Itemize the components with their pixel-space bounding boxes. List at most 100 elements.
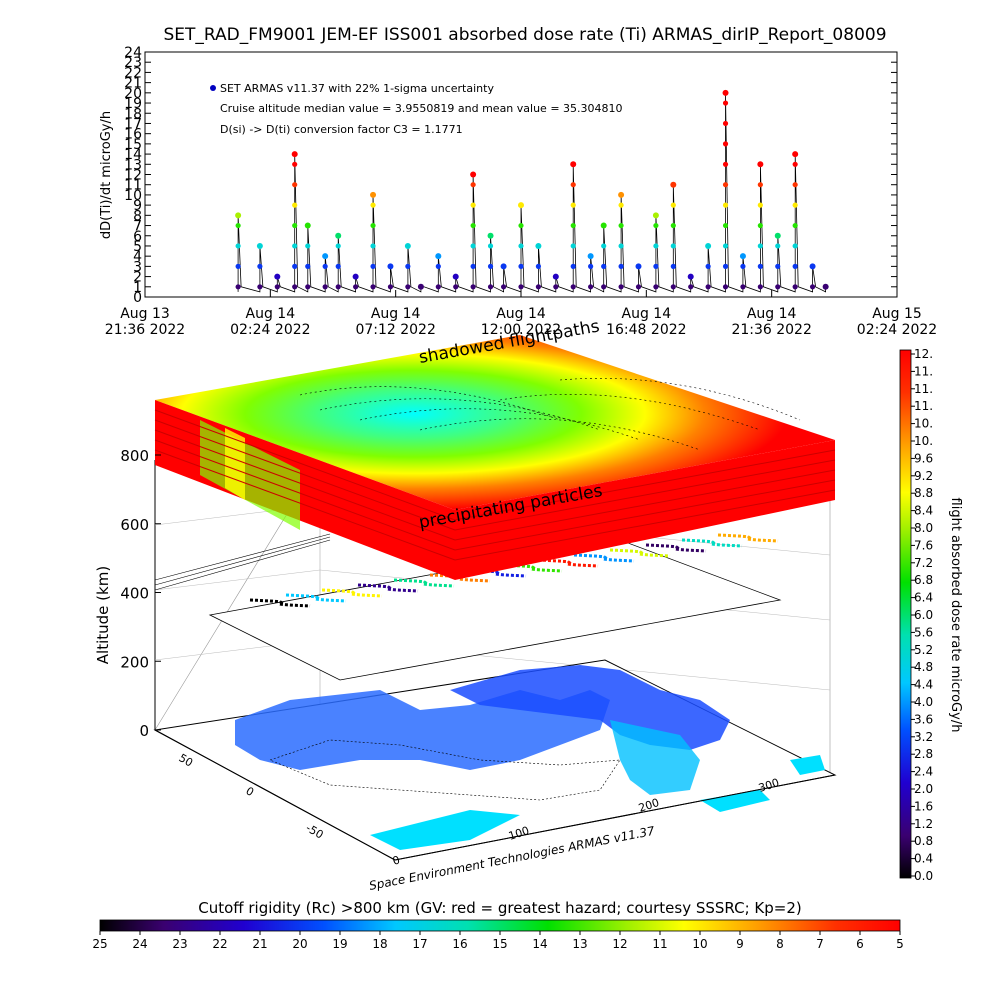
- altitude-axis: 0 200 400 600 800: [120, 447, 161, 740]
- colorbar-tick-label: 1.6: [914, 799, 933, 813]
- data-point: [435, 263, 441, 269]
- data-point: [500, 263, 507, 270]
- data-point: [292, 222, 298, 229]
- front-right-edge: [394, 774, 836, 861]
- data-point: [775, 284, 781, 290]
- data-point: [722, 182, 729, 188]
- data-point: [670, 222, 676, 229]
- legend-factor-text: D(si) -> D(ti) conversion factor C3 = 1.…: [220, 123, 463, 136]
- data-point: [322, 253, 329, 260]
- colorbar-tick-label: 11.: [914, 382, 933, 396]
- data-point: [670, 284, 676, 290]
- colorbar-tick-label: 7.2: [914, 556, 933, 570]
- data-point: [653, 222, 659, 229]
- data-point: [305, 284, 311, 290]
- data-point: [370, 243, 376, 249]
- data-point: [722, 284, 729, 290]
- cutoff-tick-label: 8: [776, 937, 784, 951]
- data-point: [570, 243, 576, 249]
- legend-series-label: SET ARMAS v11.37 with 22% 1-sigma uncert…: [220, 82, 494, 95]
- y-tick-label: 19: [124, 96, 142, 112]
- data-point: [235, 243, 241, 249]
- y-tick-label: 21: [124, 76, 142, 92]
- data-point: [601, 263, 607, 269]
- y-tick-label: 1: [133, 280, 142, 296]
- flightpath-track: [285, 593, 347, 603]
- colorbar-tick-label: 0.4: [914, 852, 933, 866]
- colorbar-tick-label: 0.0: [914, 869, 933, 883]
- cutoff-tick-label: 14: [532, 937, 547, 951]
- data-point: [322, 284, 328, 290]
- data-point: [292, 202, 298, 208]
- cutoff-tick-label: 22: [212, 937, 227, 951]
- lon-tick: 200: [637, 796, 661, 815]
- data-point: [235, 284, 241, 290]
- data-point: [500, 284, 507, 290]
- lat-tick: 0: [244, 784, 257, 799]
- data-point: [618, 202, 624, 208]
- y-axis-label: dD(Ti)/dt microGy/h: [99, 111, 114, 239]
- chart-title: SET_RAD_FM9001 JEM-EF ISS001 absorbed do…: [163, 25, 886, 45]
- hazard-slab-edges: [154, 409, 836, 561]
- data-point: [435, 284, 441, 290]
- data-point: [322, 263, 328, 269]
- flightpath-track: [717, 533, 779, 543]
- data-point: [635, 284, 642, 290]
- data-point: [470, 202, 476, 208]
- data-point: [553, 284, 559, 290]
- data-point: [304, 222, 311, 229]
- data-point: [670, 243, 676, 249]
- colorbar-tick-label: 9.6: [914, 451, 933, 465]
- y-tick-label: 10: [124, 188, 142, 204]
- data-point: [335, 243, 341, 249]
- y-tick-label: 5: [133, 239, 142, 255]
- data-point: [775, 243, 781, 249]
- y-tick-label: 7: [133, 219, 142, 235]
- colorbar-tick-label: 2.4: [914, 765, 933, 779]
- data-point: [740, 263, 746, 269]
- data-point: [570, 161, 577, 168]
- data-point: [601, 284, 607, 290]
- colorbar-tick-label: 6.8: [914, 573, 933, 587]
- data-point: [687, 273, 694, 280]
- data-point: [405, 284, 411, 290]
- flightpath-track: [645, 543, 707, 553]
- y-tick-label: 2: [133, 270, 142, 286]
- data-point: [292, 243, 298, 249]
- shadow-track: [154, 539, 331, 591]
- data-point: [618, 263, 624, 269]
- data-point: [470, 243, 476, 249]
- colorbar-tick-label: 4.4: [914, 678, 933, 692]
- data-point: [535, 284, 542, 290]
- data-point: [305, 243, 311, 249]
- colorbar-tick-label: 11.: [914, 364, 933, 378]
- data-point: [370, 191, 377, 198]
- cutoff-tick-label: 7: [816, 937, 824, 951]
- cutoff-colorbar-ticks: 25 24 23 22 21 20 19 18 17 16 15 14 13 12 11 10 9 8 7 6 5: [92, 931, 904, 951]
- data-point: [635, 263, 642, 270]
- data-point: [822, 283, 829, 290]
- x-tick-label: 12:00 2022: [481, 322, 561, 338]
- flightpath-track: [357, 583, 419, 593]
- colorbar-tick-label: 10.: [914, 434, 933, 448]
- y-tick-label: 13: [124, 157, 142, 173]
- data-point: [352, 273, 359, 280]
- data-point: [792, 243, 798, 249]
- cutoff-tick-label: 21: [252, 937, 267, 951]
- data-point: [792, 202, 798, 208]
- data-point: [792, 222, 798, 229]
- flightpath-track: [681, 538, 743, 548]
- world-map: [235, 665, 825, 850]
- colorbar-tick-label: 8.4: [914, 504, 933, 518]
- y-tick-label: 0: [133, 290, 142, 306]
- cutoff-tick-label: 24: [132, 937, 147, 951]
- data-point: [235, 263, 241, 269]
- cutoff-colorbar-label: Cutoff rigidity (Rc) >800 km (GV: red = …: [198, 899, 801, 917]
- data-point: [722, 120, 729, 127]
- data-point: [618, 284, 624, 290]
- colorbar-tick-label: 0.8: [914, 834, 933, 848]
- data-point: [705, 284, 711, 290]
- data-point: [792, 151, 799, 158]
- data-point: [570, 222, 576, 229]
